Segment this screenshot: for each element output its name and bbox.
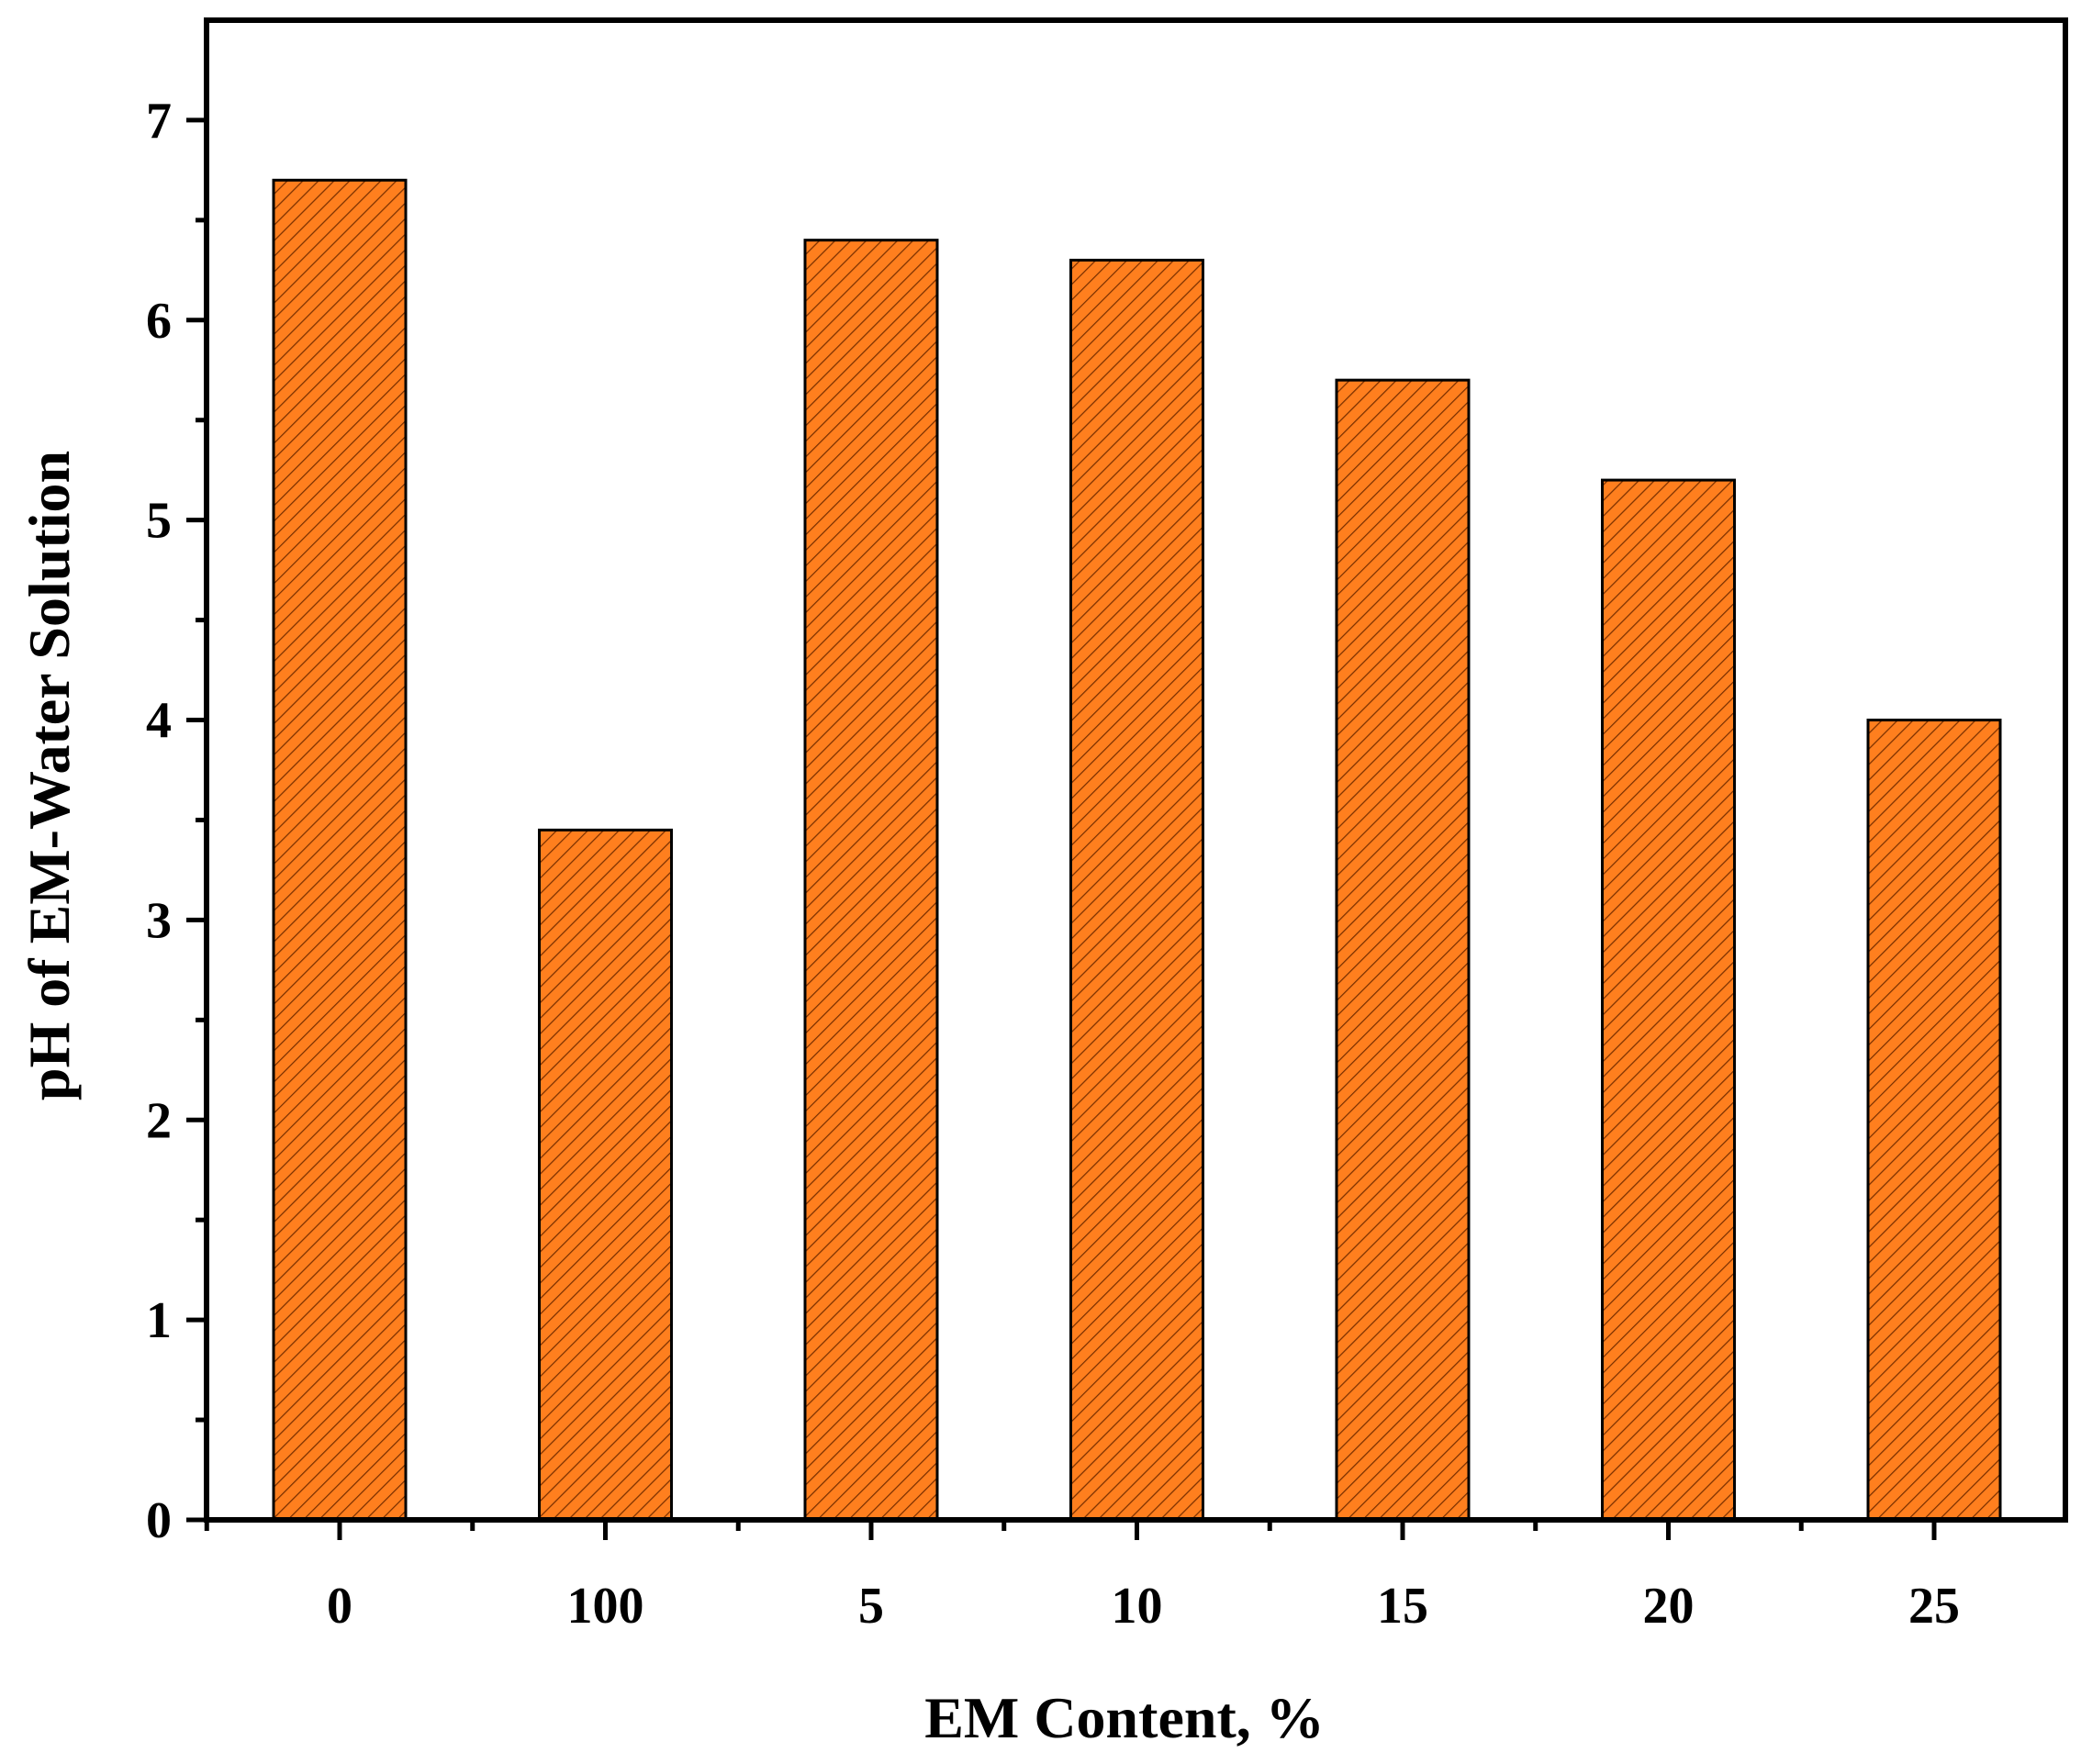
bar-5: [803, 239, 939, 1522]
y-tick-label: 2: [146, 1092, 172, 1149]
bar-15: [1335, 378, 1471, 1522]
x-tick-label: 100: [567, 1578, 644, 1635]
y-tick-label: 0: [146, 1492, 172, 1549]
x-tick-label: 5: [858, 1578, 884, 1635]
y-tick-label: 4: [146, 693, 172, 750]
bar-20: [1601, 478, 1736, 1522]
y-tick-label: 5: [146, 493, 172, 550]
bar-0: [272, 178, 408, 1522]
x-tick-label: 15: [1377, 1578, 1428, 1635]
y-tick-label: 6: [146, 293, 172, 350]
y-tick-label: 1: [146, 1292, 172, 1349]
x-tick-label: 20: [1643, 1578, 1695, 1635]
x-tick-label: 10: [1112, 1578, 1163, 1635]
x-axis-title: EM Content, %: [924, 1685, 1325, 1750]
x-tick-label: 0: [327, 1578, 352, 1635]
bar-100: [538, 828, 673, 1522]
bar-10: [1069, 258, 1204, 1522]
tick-labels: 0 1 2 3 4 5 6 7 0 100 5 10 15 20 25: [146, 93, 1960, 1635]
bars: [272, 178, 2002, 1522]
y-tick-label: 3: [146, 892, 172, 949]
y-tick-label: 7: [146, 93, 172, 150]
bar-25: [1866, 719, 2002, 1522]
axes: [186, 17, 2068, 1540]
x-tick-label: 25: [1908, 1578, 1960, 1635]
y-axis-title: pH of EM-Water Solution: [17, 451, 82, 1100]
